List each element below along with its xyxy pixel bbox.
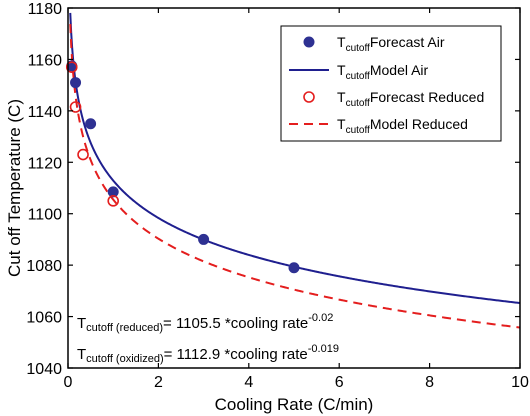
y-tick-label: 1060 (26, 310, 62, 327)
y-tick-label: 1100 (28, 207, 63, 224)
y-tick-label: 1160 (28, 52, 63, 69)
data-point-forecast-air (107, 186, 119, 198)
equation-annotations: Tcutoff (reduced)= 1105.5 *cooling rate-… (77, 312, 339, 365)
data-point-forecast-reduced (65, 61, 78, 73)
data-points (65, 60, 300, 274)
y-tick-label: 1180 (28, 1, 63, 18)
series-line-model-reduced (69, 24, 520, 329)
y-axis-ticks: 1040 1060 1080 1100 1120 1140 1160 1180 (26, 1, 520, 378)
legend-label: TcutoffModel Air (337, 62, 429, 82)
data-point-forecast-reduced (107, 195, 119, 207)
legend-marker (303, 36, 315, 48)
x-tick-label: 6 (335, 374, 344, 391)
y-tick-label: 1120 (28, 155, 63, 172)
y-axis-label: Cut off Temperature (C) (5, 99, 24, 277)
legend-box (280, 25, 502, 142)
data-point-forecast-air (288, 262, 300, 274)
data-point-forecast-air (198, 233, 210, 245)
legend-marker (303, 91, 315, 103)
legend-label: TcutoffModel Reduced (337, 116, 468, 136)
legend-label: TcutoffForecast Reduced (337, 89, 484, 109)
x-axis-ticks: 0 2 4 6 8 10 (64, 8, 529, 391)
x-tick-label: 2 (154, 374, 163, 391)
x-tick-label: 4 (244, 374, 253, 391)
legend: TcutoffForecast Air TcutoffModel Air Tcuto… (280, 25, 502, 142)
x-axis-label: Cooling Rate (C/min) (215, 395, 374, 414)
data-point-forecast-reduced (77, 148, 89, 161)
equation-annotation: Tcutoff (reduced)= 1105.5 *cooling rate-… (77, 312, 333, 334)
data-point-forecast-air (85, 118, 97, 130)
data-point-forecast-reduced (69, 101, 82, 113)
y-tick-label: 1140 (28, 104, 63, 121)
plot-frame (67, 7, 521, 369)
x-tick-label: 8 (425, 374, 434, 391)
legend-label: TcutoffForecast Air (337, 34, 445, 54)
equation-annotation: Tcutoff (oxidized)= 1112.9 *cooling rate… (77, 343, 339, 365)
y-tick-label: 1080 (26, 258, 62, 275)
data-point-forecast-air (70, 77, 82, 89)
x-tick-label: 10 (511, 374, 529, 391)
x-tick-label: 0 (64, 374, 73, 391)
y-tick-label: 1040 (26, 361, 62, 378)
